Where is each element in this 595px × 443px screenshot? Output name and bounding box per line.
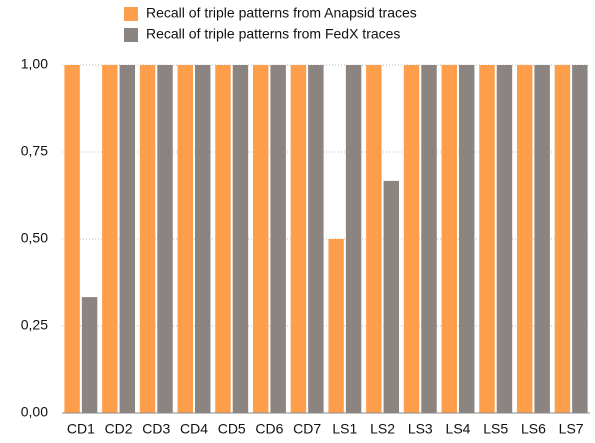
x-tick-label: CD1 bbox=[67, 421, 95, 437]
bar bbox=[64, 65, 80, 413]
y-tick-label: 0,25 bbox=[21, 317, 48, 333]
bar bbox=[421, 65, 437, 413]
x-tick-label: LS7 bbox=[559, 421, 584, 437]
bar bbox=[139, 65, 156, 413]
bar bbox=[119, 65, 136, 413]
bar bbox=[81, 297, 98, 413]
bar bbox=[345, 65, 362, 413]
x-tick-label: CD5 bbox=[218, 421, 246, 437]
bar bbox=[479, 65, 495, 413]
bar bbox=[195, 65, 211, 413]
bar bbox=[102, 65, 118, 413]
y-tick-label: 0,00 bbox=[21, 404, 48, 420]
x-tick-label: LS5 bbox=[483, 421, 508, 437]
x-tick-label: CD3 bbox=[142, 421, 170, 437]
bar bbox=[232, 65, 249, 413]
bar bbox=[290, 65, 307, 413]
y-tick-label: 1,00 bbox=[21, 56, 48, 72]
y-tick-label: 0,50 bbox=[21, 230, 48, 246]
legend-label: Recall of triple patterns from FedX trac… bbox=[146, 26, 400, 42]
bar bbox=[383, 180, 400, 413]
x-tick-label: LS6 bbox=[521, 421, 546, 437]
legend-label: Recall of triple patterns from Anapsid t… bbox=[146, 5, 417, 21]
y-tick-label: 0,75 bbox=[21, 143, 48, 159]
bar bbox=[157, 65, 173, 413]
bar bbox=[441, 65, 457, 413]
bar bbox=[308, 65, 324, 413]
bar bbox=[534, 65, 550, 413]
bar bbox=[366, 65, 382, 413]
legend-swatch bbox=[124, 28, 138, 42]
x-tick-label: LS1 bbox=[332, 421, 357, 437]
bar bbox=[554, 65, 571, 413]
bar bbox=[177, 65, 193, 413]
bar bbox=[252, 65, 269, 413]
x-tick-label: LS2 bbox=[370, 421, 395, 437]
bar bbox=[403, 65, 420, 413]
bar bbox=[459, 65, 475, 413]
bar bbox=[572, 65, 588, 413]
legend-swatch bbox=[124, 7, 138, 21]
x-tick-label: CD7 bbox=[293, 421, 321, 437]
bar bbox=[215, 65, 231, 413]
bar bbox=[328, 239, 344, 413]
bar bbox=[516, 65, 533, 413]
bar bbox=[496, 65, 513, 413]
x-tick-label: LS3 bbox=[408, 421, 433, 437]
bar bbox=[270, 65, 286, 413]
x-tick-label: CD6 bbox=[255, 421, 283, 437]
x-tick-label: CD4 bbox=[180, 421, 208, 437]
x-tick-label: CD2 bbox=[105, 421, 133, 437]
x-tick-label: LS4 bbox=[446, 421, 471, 437]
